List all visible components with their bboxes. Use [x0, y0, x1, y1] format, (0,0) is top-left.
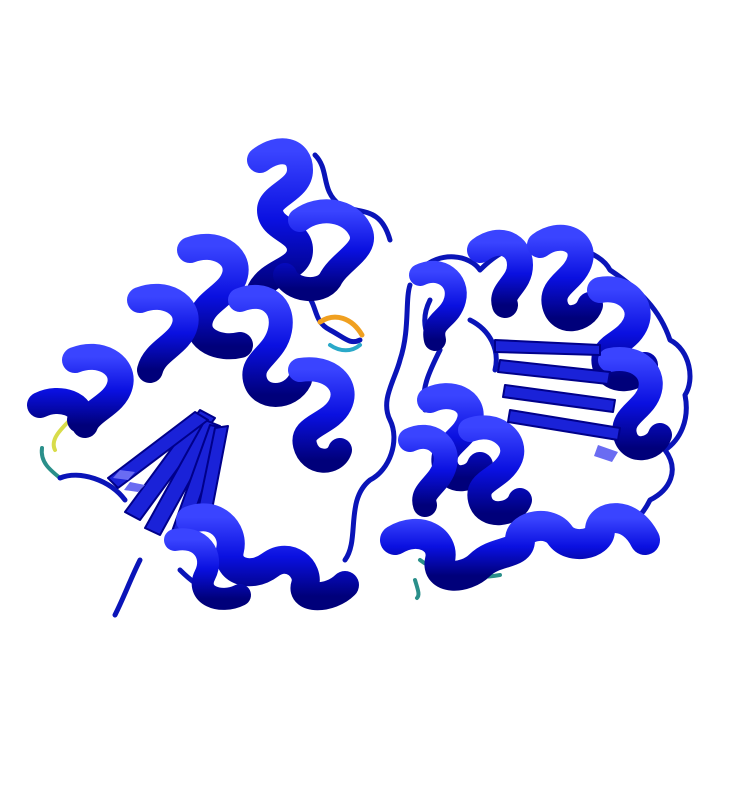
loop-left-side-teal — [39, 446, 62, 480]
beta-sheet-left — [107, 409, 229, 541]
helix-left-7 — [288, 357, 355, 473]
strand-r-4 — [507, 409, 621, 441]
helix-right-top-2 — [527, 224, 603, 332]
strand-r-highlight — [594, 445, 618, 462]
helix-right-left-1 — [417, 383, 493, 492]
helix-right-top-3 — [587, 276, 658, 392]
strand-highlight — [113, 470, 135, 480]
linker-loop — [342, 282, 413, 563]
helix-right-left-2 — [398, 424, 458, 517]
helix-right-upper-left — [409, 260, 467, 351]
helix-right-center — [458, 415, 532, 526]
helix-right-top-1 — [467, 229, 533, 318]
strand-1 — [124, 409, 216, 521]
helix-left-2 — [273, 199, 374, 302]
helix-left-1 — [247, 138, 313, 303]
helix-left-4 — [127, 283, 199, 383]
loop-left-bottom-tail — [112, 557, 143, 618]
helix-left-lower — [164, 528, 251, 610]
helix-left-bottom — [176, 503, 359, 611]
linker-small-tail — [413, 578, 421, 600]
helix-left-6 — [228, 284, 312, 407]
right-domain — [380, 224, 693, 591]
loop-orange-segment — [317, 314, 365, 338]
left-domain — [27, 138, 393, 618]
strand-highlight-2 — [124, 482, 145, 492]
helix-right-bottom — [380, 503, 660, 591]
strand-5 — [107, 411, 209, 489]
helix-left-3 — [177, 233, 253, 360]
beta-sheet-right — [494, 339, 621, 462]
strand-r-3 — [502, 384, 616, 413]
strand-r-2 — [497, 359, 611, 385]
strand-r-1 — [494, 339, 601, 356]
loop-cyan-segment — [328, 343, 362, 353]
helix-left-5 — [27, 343, 134, 438]
loop-left-side-yellow — [51, 418, 72, 452]
helix-right-side — [598, 347, 672, 461]
